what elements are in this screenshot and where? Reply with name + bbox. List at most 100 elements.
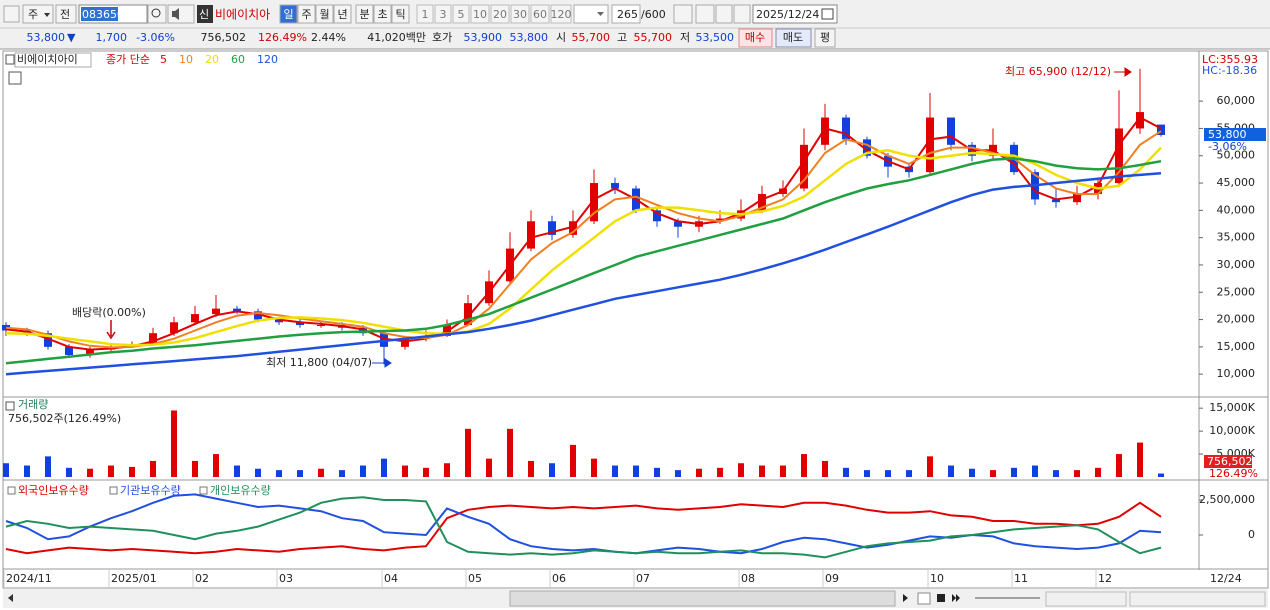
volume-bar (738, 463, 744, 477)
sell-label: 매도 (783, 31, 803, 44)
period-label: 틱 (395, 8, 405, 21)
tool-button[interactable] (695, 4, 715, 24)
volume-bar (906, 470, 912, 477)
period-label: 주 (301, 8, 311, 21)
y-tick-label: 2,500,000 (1199, 493, 1255, 506)
interval-select[interactable] (573, 4, 609, 24)
volume-bar (444, 463, 450, 477)
volume-bar (3, 463, 9, 477)
volume-bar (843, 467, 849, 477)
period-label: 분 (359, 8, 369, 21)
interval-button[interactable] (490, 4, 510, 24)
quote-bid: 53,800 (510, 31, 549, 44)
x-tick-label: 03 (279, 572, 293, 585)
volume-bar (927, 456, 933, 477)
volume-bar (864, 470, 870, 477)
interval-button[interactable] (530, 4, 550, 24)
menu-icon[interactable] (3, 5, 20, 23)
market-select[interactable] (22, 4, 54, 24)
tool-icons[interactable] (1045, 591, 1127, 607)
interval-button[interactable] (434, 4, 452, 24)
buy-button[interactable] (738, 28, 773, 48)
annotation-ex-dividend: 배당락(0.00%) (72, 306, 146, 319)
scope-button[interactable] (55, 4, 77, 24)
period-button[interactable] (355, 4, 374, 24)
volume-bar (255, 468, 261, 477)
y-tick-label: 40,000 (1217, 203, 1256, 216)
search-icon (151, 8, 161, 18)
fast-button[interactable] (952, 594, 960, 602)
panel-icon (5, 54, 15, 65)
sound-button[interactable] (167, 4, 195, 24)
candle-body (212, 308, 220, 315)
period-button[interactable] (279, 4, 298, 24)
period-button[interactable] (333, 4, 352, 24)
volume-bar (1074, 470, 1080, 477)
zoom-icons[interactable] (1129, 591, 1266, 607)
candle-body (611, 183, 619, 189)
market-text: 주 (28, 8, 38, 21)
interval-button[interactable] (416, 4, 434, 24)
candle-body (716, 218, 724, 222)
volume-bar (87, 468, 93, 477)
candle-body (254, 311, 262, 320)
period-button[interactable] (391, 4, 410, 24)
legend-swatch (199, 486, 208, 495)
scroll-thumb[interactable] (509, 590, 896, 607)
settings-button[interactable] (733, 4, 751, 24)
last-price: 53,800 (1208, 128, 1247, 141)
volume-bar (150, 460, 156, 477)
interval-button[interactable] (510, 4, 530, 24)
tool-button[interactable] (673, 4, 693, 24)
ma-legend: 20 (205, 53, 219, 66)
scope-text: 전 (60, 8, 70, 21)
volume-bar (276, 470, 282, 477)
calendar-icon[interactable] (821, 8, 834, 20)
code-text: 083650 (82, 8, 124, 21)
volume-bar (528, 460, 534, 477)
moving-average-line (5, 130, 1162, 349)
period-button[interactable] (315, 4, 334, 24)
period-button[interactable] (373, 4, 392, 24)
count-input[interactable] (611, 4, 641, 24)
play-button[interactable] (903, 594, 908, 602)
period-button[interactable] (297, 4, 316, 24)
volume-bar (66, 467, 72, 477)
step-button[interactable] (917, 592, 931, 605)
x-tick-label: 08 (741, 572, 755, 585)
stop-button[interactable] (937, 594, 945, 602)
date-input[interactable] (752, 4, 838, 24)
x-tick-label: 04 (384, 572, 398, 585)
volume-bar (297, 470, 303, 477)
table-icon[interactable] (8, 71, 22, 85)
search-button[interactable] (147, 4, 167, 24)
scroll-left[interactable] (8, 594, 13, 602)
avg-button[interactable] (814, 28, 836, 48)
interval-button[interactable] (550, 4, 572, 24)
y-tick-label: 10,000K (1209, 424, 1255, 437)
ma-legend: 5 (160, 53, 167, 66)
volume-bar (318, 468, 324, 477)
annotation-arrow (372, 358, 392, 368)
candle-body (1136, 112, 1144, 129)
sell-button[interactable] (775, 28, 812, 48)
new-badge-bg (197, 5, 213, 23)
volume-bar (1137, 442, 1143, 477)
volume-bar (759, 465, 765, 477)
legend-swatch (109, 486, 118, 495)
candle-body (191, 314, 199, 323)
volume-bar (612, 465, 618, 477)
volume-bar (948, 465, 954, 477)
volume-bar (402, 465, 408, 477)
interval-button[interactable] (470, 4, 490, 24)
last-volume-box (1204, 455, 1252, 468)
interval-button[interactable] (452, 4, 470, 24)
x-tick-label: 2024/11 (6, 572, 52, 585)
volume-bar (108, 465, 114, 477)
volume-bar (1053, 470, 1059, 477)
volume-bar (465, 428, 471, 477)
candle-body (44, 333, 52, 347)
quote-arrow: ▼ (67, 31, 76, 44)
save-button[interactable] (715, 4, 733, 24)
